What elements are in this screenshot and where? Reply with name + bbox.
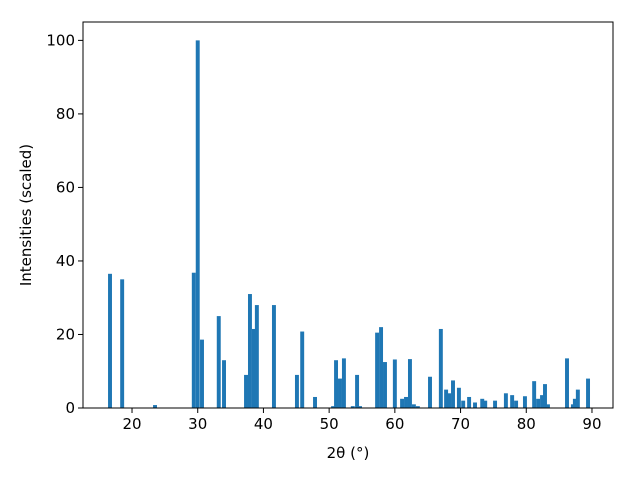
bar <box>300 331 305 408</box>
bar <box>375 332 380 408</box>
bar <box>447 393 452 408</box>
bar <box>195 40 200 408</box>
bar <box>483 400 488 408</box>
bar <box>444 389 449 408</box>
bar <box>244 374 248 408</box>
bar <box>216 316 221 408</box>
bar <box>334 360 339 408</box>
bar <box>545 404 550 408</box>
bar <box>153 405 157 408</box>
bar <box>510 395 515 408</box>
y-axis-label: Intensities (scaled) <box>17 144 35 286</box>
bar <box>536 398 541 408</box>
y-tick-label: 60 <box>56 178 75 196</box>
x-tick-label: 90 <box>582 415 601 433</box>
bar <box>575 389 580 408</box>
bar <box>461 400 466 408</box>
bar <box>532 381 537 408</box>
bar <box>200 339 204 408</box>
y-tick-label: 100 <box>46 31 75 49</box>
x-tick-label: 60 <box>385 415 404 433</box>
bar <box>473 402 477 408</box>
x-tick-label: 80 <box>517 415 536 433</box>
bar <box>565 358 569 408</box>
bar <box>331 406 336 408</box>
bar <box>108 273 112 408</box>
bar <box>355 374 360 408</box>
bar <box>493 400 498 408</box>
bar <box>503 393 508 408</box>
bar <box>467 396 472 408</box>
bar <box>586 378 591 408</box>
plot-frame <box>82 21 614 409</box>
bar <box>383 362 387 408</box>
bar <box>294 374 299 408</box>
bar <box>400 398 405 408</box>
y-tick-label: 0 <box>65 399 75 417</box>
bar <box>341 358 346 408</box>
bar <box>451 380 455 408</box>
bar <box>540 395 545 408</box>
bar <box>456 387 461 408</box>
x-axis-label: 2θ (°) <box>327 444 370 462</box>
bar <box>522 396 527 408</box>
x-tick-label: 40 <box>254 415 273 433</box>
bar <box>338 378 342 408</box>
x-tick-label: 70 <box>451 415 470 433</box>
bar <box>271 305 276 408</box>
bar <box>358 406 362 408</box>
bar <box>254 305 259 408</box>
bar <box>480 398 485 408</box>
bar <box>392 359 397 408</box>
x-tick-label: 50 <box>320 415 339 433</box>
bar <box>411 404 416 408</box>
x-tick-label: 20 <box>122 415 141 433</box>
bar <box>514 400 519 408</box>
bar <box>407 359 412 408</box>
bar <box>251 328 256 408</box>
y-tick-label: 20 <box>56 325 75 343</box>
bar <box>120 279 125 408</box>
bar <box>222 360 226 408</box>
bar <box>247 294 252 408</box>
bar <box>191 272 196 408</box>
bar <box>428 376 432 408</box>
bar <box>379 327 384 408</box>
bar <box>415 406 420 408</box>
bar <box>572 398 577 408</box>
bar <box>438 328 443 408</box>
y-tick-label: 80 <box>56 105 75 123</box>
y-tick-label: 40 <box>56 252 75 270</box>
bar <box>313 396 317 408</box>
bar <box>350 406 355 408</box>
x-tick-label: 30 <box>188 415 207 433</box>
bar <box>404 396 408 408</box>
bar <box>543 384 547 408</box>
